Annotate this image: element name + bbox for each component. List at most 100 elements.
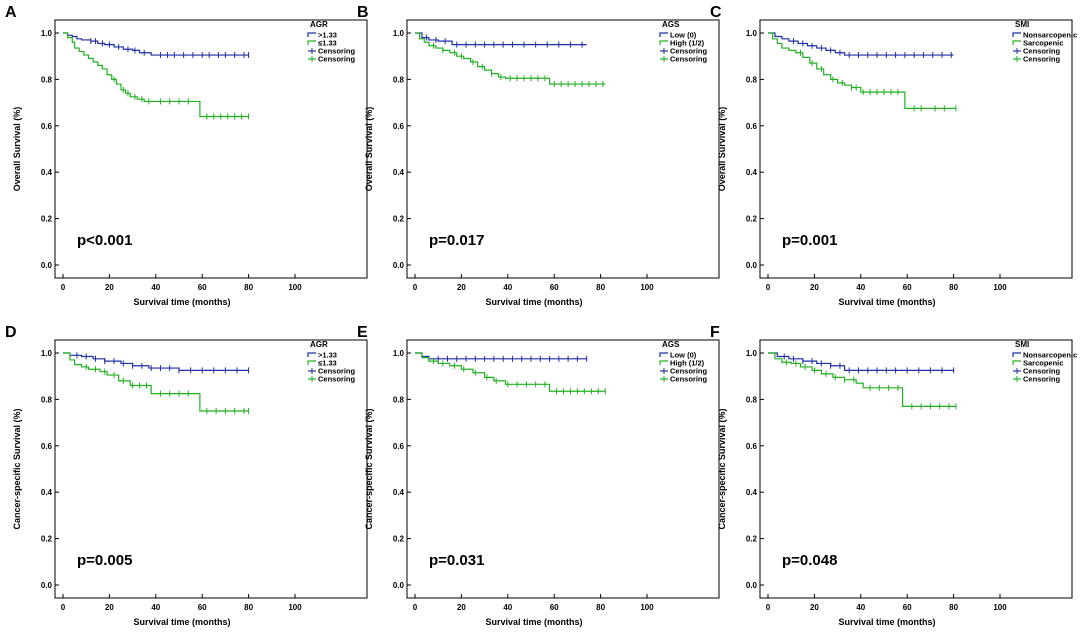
x-tick-label: 40 <box>151 283 160 292</box>
survival-curve-group1 <box>415 352 587 360</box>
x-tick-label: 80 <box>949 283 958 292</box>
x-tick-label: 100 <box>288 283 302 292</box>
x-tick-label: 0 <box>766 283 771 292</box>
legend-label: Censoring <box>1023 55 1061 64</box>
x-tick-label: 80 <box>244 283 253 292</box>
y-tick-label: 0.4 <box>393 488 405 497</box>
panel-c: C 0.0 0.2 0.4 0.6 0.8 1.0 0 20 40 60 80 100 Survival … <box>710 4 1077 307</box>
y-tick-label: 0.8 <box>746 395 758 404</box>
legend-label: Censoring <box>670 55 708 64</box>
y-axis-title: Cancer-specific Survival (%) <box>12 408 22 529</box>
y-tick-label: 0.2 <box>41 535 53 544</box>
x-tick-label: 40 <box>503 603 512 612</box>
p-value-annotation: p=0.031 <box>429 552 484 569</box>
x-tick-label: 20 <box>457 283 466 292</box>
y-tick-label: 0.6 <box>393 122 405 131</box>
p-value-annotation: p<0.001 <box>77 232 132 249</box>
legend-label: Sarcopenic <box>1023 359 1063 368</box>
plot-frame <box>759 339 1073 599</box>
legend-label: Censoring <box>670 47 708 56</box>
y-tick-label: 0.0 <box>41 261 53 270</box>
plot-frame <box>759 19 1073 279</box>
panel-e: E 0.0 0.2 0.4 0.6 0.8 1.0 0 20 40 60 80 100 Survival … <box>357 324 720 627</box>
legend-line-swatch <box>659 40 668 45</box>
survival-curve-group1 <box>415 32 587 46</box>
x-tick-label: 100 <box>640 283 654 292</box>
legend-label: Censoring <box>318 367 356 376</box>
plot-frame <box>406 19 720 279</box>
x-axis-title: Survival time (months) <box>133 297 230 307</box>
y-tick-label: 1.0 <box>41 349 53 358</box>
y-axis-title: Overall Survival (%) <box>12 107 22 192</box>
legend-label: >1.33 <box>318 31 337 40</box>
legend-label: Censoring <box>318 55 356 64</box>
legend-label: Censoring <box>670 375 708 384</box>
legend-label: ≤1.33 <box>318 359 337 368</box>
plot-frame <box>54 339 368 599</box>
x-tick-label: 100 <box>640 603 654 612</box>
p-value-annotation: p=0.048 <box>782 552 837 569</box>
x-tick-label: 0 <box>61 603 66 612</box>
legend-title: AGR <box>310 20 328 29</box>
x-tick-label: 0 <box>766 603 771 612</box>
x-tick-label: 0 <box>413 603 418 612</box>
x-tick-label: 60 <box>903 283 912 292</box>
panel-letter: F <box>710 324 720 341</box>
y-tick-label: 0.6 <box>746 122 758 131</box>
x-tick-label: 60 <box>550 283 559 292</box>
y-tick-label: 0.4 <box>746 168 758 177</box>
y-tick-label: 1.0 <box>393 349 405 358</box>
y-tick-label: 1.0 <box>746 349 758 358</box>
y-tick-label: 1.0 <box>41 29 53 38</box>
x-tick-label: 80 <box>596 603 605 612</box>
panel-d: D 0.0 0.2 0.4 0.6 0.8 1.0 0 20 40 60 80 100 Survival … <box>5 324 368 627</box>
legend-label: High (1/2) <box>670 39 705 48</box>
x-tick-label: 40 <box>856 603 865 612</box>
y-tick-label: 0.0 <box>41 581 53 590</box>
legend-title: AGR <box>310 340 328 349</box>
survival-curve-group2 <box>415 32 606 85</box>
y-tick-label: 0.2 <box>393 215 405 224</box>
y-tick-label: 0.6 <box>393 442 405 451</box>
legend-line-swatch <box>307 360 316 365</box>
x-tick-label: 0 <box>413 283 418 292</box>
y-axis-title: Cancer-specific Survival (%) <box>717 408 727 529</box>
survival-curve-group2 <box>63 32 249 118</box>
x-axis-title: Survival time (months) <box>838 617 935 627</box>
legend-title: SMI <box>1015 20 1029 29</box>
y-tick-label: 0.4 <box>41 488 53 497</box>
x-tick-label: 80 <box>596 283 605 292</box>
y-tick-label: 0.4 <box>393 168 405 177</box>
x-tick-label: 60 <box>903 603 912 612</box>
y-tick-label: 0.8 <box>41 395 53 404</box>
legend-line-swatch <box>659 32 668 37</box>
legend-label: High (1/2) <box>670 359 705 368</box>
y-tick-label: 0.6 <box>41 122 53 131</box>
x-tick-label: 20 <box>810 603 819 612</box>
panel-letter: A <box>5 4 17 21</box>
x-tick-label: 60 <box>550 603 559 612</box>
x-tick-label: 100 <box>993 603 1007 612</box>
x-tick-label: 40 <box>503 283 512 292</box>
legend-label: Sarcopenic <box>1023 39 1063 48</box>
x-tick-label: 80 <box>949 603 958 612</box>
legend-line-swatch <box>307 32 316 37</box>
plot-frame <box>406 339 720 599</box>
legend-line-swatch <box>1012 352 1021 357</box>
x-tick-label: 100 <box>288 603 302 612</box>
x-axis-title: Survival time (months) <box>485 297 582 307</box>
y-tick-label: 0.2 <box>746 215 758 224</box>
y-tick-label: 0.8 <box>393 75 405 84</box>
legend-label: ≤1.33 <box>318 39 337 48</box>
legend-label: Censoring <box>1023 367 1061 376</box>
survival-curve-group2 <box>768 352 956 407</box>
legend-title: AGS <box>662 20 680 29</box>
panel-letter: E <box>357 324 368 341</box>
y-tick-label: 0.8 <box>393 395 405 404</box>
survival-curve-group2 <box>63 352 249 412</box>
panel-letter: C <box>710 4 722 21</box>
p-value-annotation: p=0.001 <box>782 232 837 249</box>
p-value-annotation: p=0.017 <box>429 232 484 249</box>
x-axis-title: Survival time (months) <box>133 617 230 627</box>
